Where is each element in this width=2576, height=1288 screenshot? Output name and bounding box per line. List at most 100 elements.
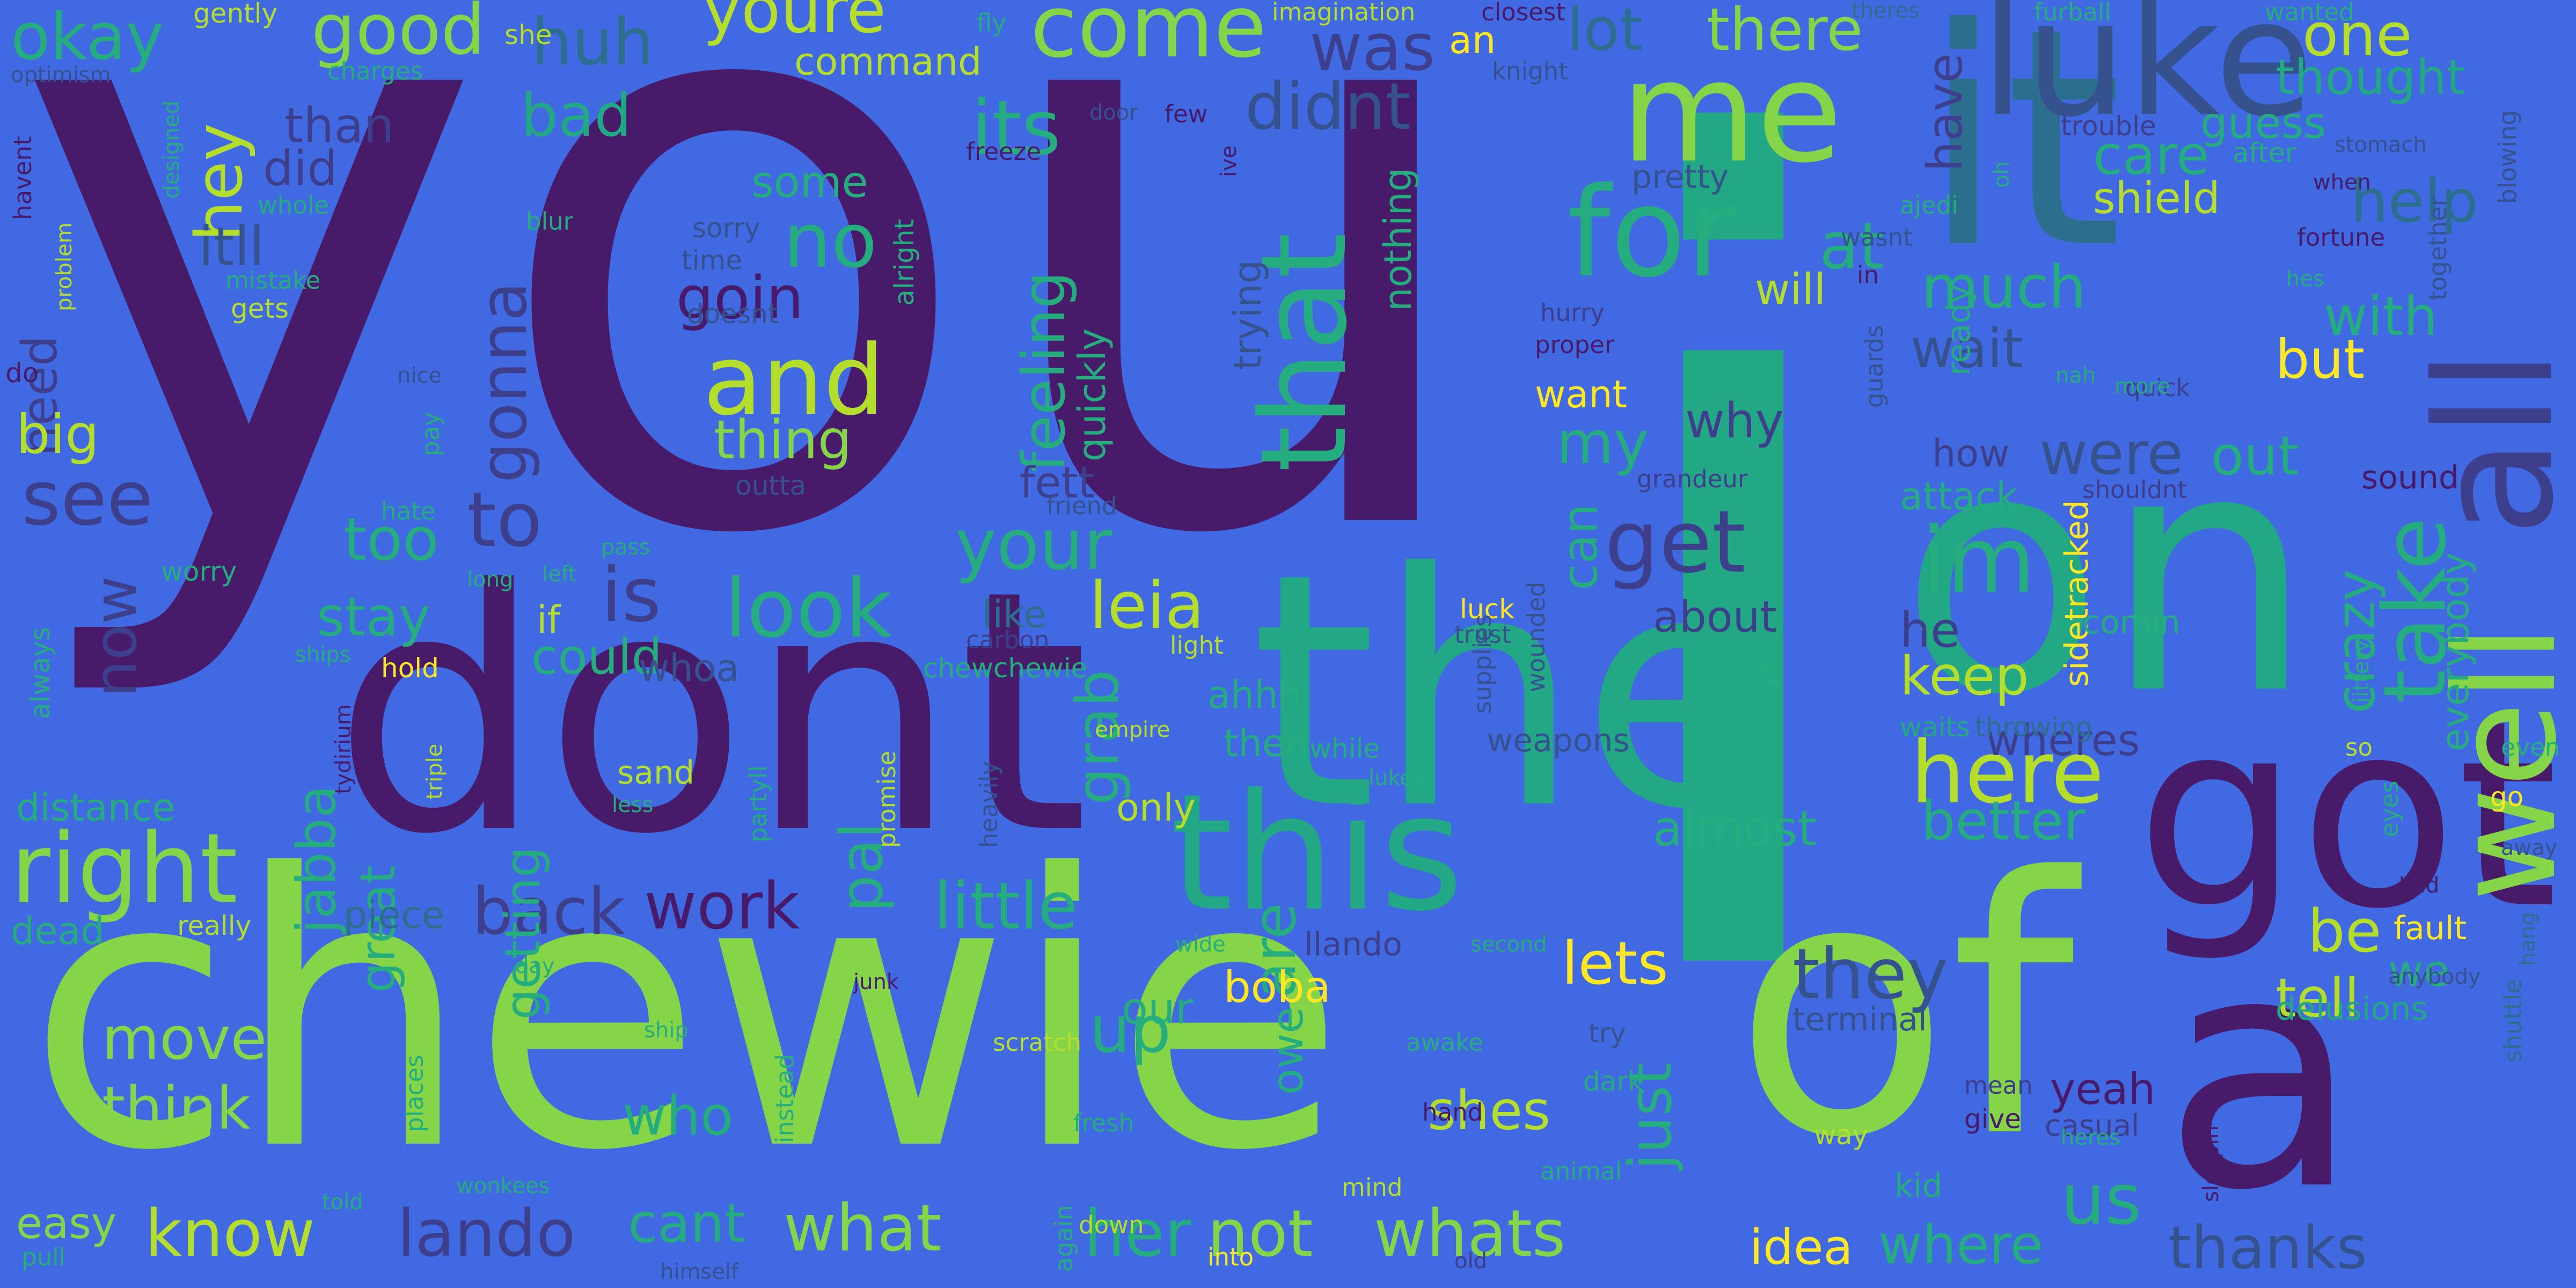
cloud-word: junk (853, 970, 899, 994)
cloud-word: stomach (2334, 133, 2427, 157)
cloud-word: mean (1964, 1071, 2033, 1100)
cloud-word: down (1079, 1211, 1144, 1239)
cloud-word: move (102, 1004, 267, 1073)
cloud-word: luck (1460, 594, 1515, 625)
cloud-word: like (982, 592, 1047, 636)
cloud-word: yeah (2050, 1064, 2156, 1114)
cloud-word: door (1089, 100, 1138, 125)
cloud-word: so (2345, 733, 2373, 762)
cloud-word: you (11, 0, 1490, 710)
cloud-word: fresh (1073, 1109, 1135, 1137)
cloud-word: optimism (11, 63, 111, 87)
cloud-word: piece (343, 893, 445, 937)
cloud-word: ready (1940, 284, 1978, 376)
cloud-word: sand (617, 754, 695, 792)
cloud-word: this (1170, 759, 1464, 947)
cloud-word: we (2388, 946, 2450, 996)
cloud-word: wanted (2265, 0, 2354, 26)
cloud-word: sound (2361, 459, 2460, 496)
cloud-word: gonna (467, 281, 541, 483)
cloud-word: terminal (1792, 1001, 1927, 1038)
cloud-word: of (1733, 802, 2075, 1215)
cloud-word: me (1621, 32, 1843, 194)
cloud-word: can (1552, 503, 1608, 590)
cloud-word: awake (1406, 1028, 1484, 1057)
cloud-word: command (794, 40, 982, 84)
cloud-word: her (1084, 1197, 1191, 1271)
cloud-word: good (311, 0, 486, 70)
cloud-word: few (1165, 100, 1208, 128)
cloud-word: everybody (2433, 552, 2477, 751)
cloud-word: an (1449, 18, 1496, 62)
cloud-word: tell (2275, 967, 2360, 1029)
cloud-word: had (2399, 873, 2440, 898)
cloud-word: shuttle (2499, 979, 2527, 1063)
cloud-word: wait (1911, 317, 2024, 380)
cloud-word: wide (1175, 932, 1226, 957)
cloud-word: our (1122, 984, 1193, 1034)
cloud-word: give (1964, 1103, 2021, 1135)
cloud-word: partyll (744, 765, 772, 843)
cloud-word: ive (1217, 145, 1241, 177)
cloud-word: some (751, 157, 868, 207)
cloud-word: told (322, 1190, 363, 1214)
cloud-word: want (1535, 372, 1627, 416)
cloud-word: where (1878, 1213, 2044, 1276)
cloud-word: attack (1900, 474, 2018, 518)
cloud-word: waits (1900, 712, 1971, 743)
cloud-word: big (16, 403, 99, 466)
cloud-word: on (1900, 380, 2315, 767)
cloud-word: after (2233, 137, 2296, 169)
cloud-word: tydirium (331, 704, 356, 794)
cloud-word: do (5, 357, 39, 389)
cloud-word: knight (1492, 57, 1568, 85)
cloud-word: little (934, 869, 1078, 944)
cloud-word: how (1932, 431, 2010, 475)
cloud-word: care (2093, 124, 2209, 187)
cloud-word: wasnt (1841, 223, 1913, 252)
cloud-word: proper (1535, 331, 1615, 359)
cloud-word: eyes (2375, 780, 2404, 837)
cloud-word: here (1911, 722, 2104, 823)
cloud-word: okay (11, 0, 164, 75)
cloud-word: worry (161, 556, 237, 587)
cloud-word: cant (628, 1192, 745, 1255)
cloud-word: was (1309, 11, 1436, 85)
cloud-word: if (537, 598, 561, 642)
cloud-word: lukes (1368, 766, 1424, 791)
cloud-word: then (1224, 721, 1309, 765)
cloud-word: gently (193, 0, 278, 29)
cloud-word: whoa (639, 646, 740, 690)
cloud-word: ships (295, 642, 351, 667)
cloud-word: trying (1226, 260, 1270, 370)
cloud-word: thing (714, 408, 852, 471)
cloud-word: one (2302, 1, 2412, 69)
cloud-word: whole (258, 191, 330, 219)
cloud-word: empire (1095, 718, 1170, 742)
cloud-word: help (2351, 167, 2478, 236)
cloud-word: hand (1422, 1098, 1483, 1126)
cloud-word: in (1857, 261, 1879, 289)
cloud-word: a (2163, 885, 2360, 1261)
cloud-word: scratch (993, 1028, 1082, 1057)
cloud-word: dark (1583, 1066, 1643, 1097)
cloud-word: hang (2515, 912, 2540, 966)
cloud-word: left (542, 562, 577, 587)
cloud-word: guess (2200, 98, 2326, 148)
cloud-word: could (531, 629, 662, 685)
cloud-word: trouble (2061, 111, 2156, 142)
cloud-word: fault (2394, 910, 2467, 947)
cloud-word: sleepin (2199, 1125, 2223, 1202)
cloud-word: carbon (966, 626, 1050, 654)
cloud-word: grandeur (1637, 465, 1748, 493)
cloud-word: getting (495, 846, 551, 1020)
cloud-word: boba (1224, 962, 1331, 1012)
cloud-word: keep (1900, 645, 2029, 707)
cloud-word: when (2313, 170, 2372, 195)
cloud-word: pay (416, 412, 445, 456)
cloud-word: light (1170, 631, 1224, 660)
cloud-word: look (724, 562, 892, 656)
cloud-word: about (1653, 592, 1777, 642)
cloud-word: delusions (2275, 990, 2428, 1028)
cloud-word: they (1792, 933, 1949, 1015)
